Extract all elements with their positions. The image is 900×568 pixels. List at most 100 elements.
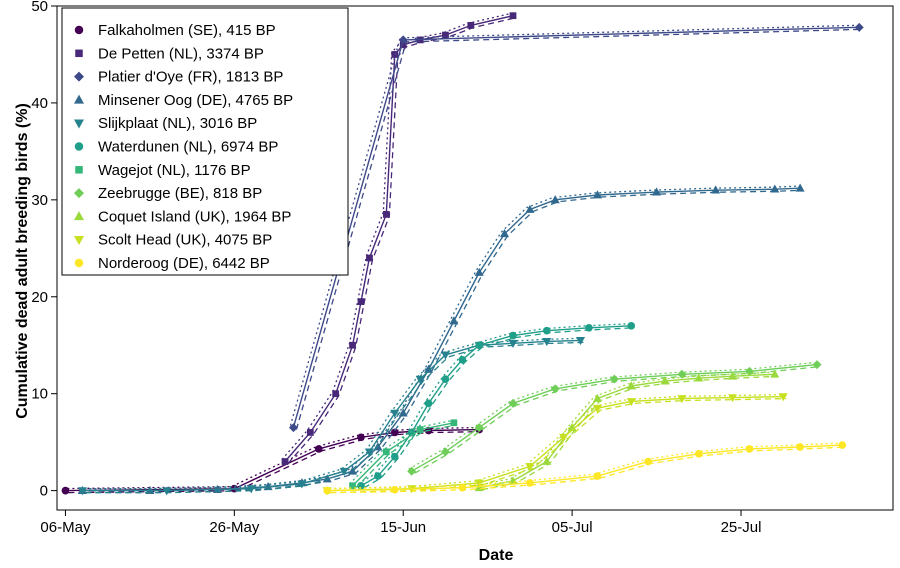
data-point xyxy=(770,184,780,193)
data-point xyxy=(694,449,703,458)
legend-marker xyxy=(75,49,83,58)
data-point xyxy=(364,448,374,457)
data-point xyxy=(382,211,390,218)
data-point xyxy=(592,393,602,402)
legend-label: Wagejot (NL), 1176 BP xyxy=(98,162,251,179)
data-point xyxy=(349,341,356,349)
series-fit-dotted xyxy=(324,393,781,490)
legend-marker xyxy=(75,166,83,174)
axes: 06-May 26-May 15-Jun 05-Jul 25-Jul 0 10 20 30 40 5… xyxy=(31,0,894,536)
data-point xyxy=(526,479,534,487)
data-point xyxy=(390,428,399,437)
data-point xyxy=(509,12,517,20)
data-point xyxy=(323,486,332,495)
data-point xyxy=(407,466,417,476)
x-tick-label: 25-Jul xyxy=(721,519,762,536)
data-point xyxy=(458,483,467,492)
data-point xyxy=(440,351,450,360)
data-point xyxy=(424,399,433,408)
data-point xyxy=(467,22,475,29)
series-fit-dashed xyxy=(363,327,635,489)
data-point xyxy=(357,298,365,305)
data-point xyxy=(525,204,535,213)
series-fit-dotted xyxy=(408,361,815,470)
data-point xyxy=(349,482,356,490)
legend-marker xyxy=(74,258,84,268)
data-point xyxy=(592,404,602,413)
x-tick-label: 15-Jun xyxy=(380,519,426,536)
data-point xyxy=(508,398,518,408)
legend-label: De Petten (NL), 3374 BP xyxy=(98,45,264,62)
data-point xyxy=(609,374,619,384)
data-point xyxy=(795,183,805,192)
series-6 xyxy=(349,419,458,490)
data-point xyxy=(508,476,518,485)
legend: Falkaholmen (SE), 415 BP De Petten (NL), … xyxy=(61,7,349,276)
data-point xyxy=(390,452,399,461)
data-point xyxy=(854,22,864,32)
data-point xyxy=(576,337,586,346)
data-point xyxy=(450,419,458,427)
series-fit-dotted xyxy=(324,442,840,490)
data-point xyxy=(391,51,399,58)
data-point xyxy=(592,190,602,199)
series-4 xyxy=(77,337,586,496)
data-point xyxy=(728,371,738,380)
data-point xyxy=(440,447,450,457)
data-point xyxy=(441,375,450,383)
series-fit-dashed xyxy=(414,365,821,474)
series-fit-dashed xyxy=(330,446,846,494)
data-point xyxy=(711,185,721,194)
data-point xyxy=(652,187,662,196)
series-2 xyxy=(288,22,864,433)
series-line xyxy=(65,428,480,492)
data-point xyxy=(374,472,382,480)
x-axis-title: Date xyxy=(479,547,514,564)
series-fit-dotted xyxy=(476,371,772,487)
data-point xyxy=(306,429,314,436)
legend-label: Slijkplaat (NL), 3016 BP xyxy=(98,115,257,132)
legend-label: Minsener Oog (DE), 4765 BP xyxy=(98,92,293,109)
data-point xyxy=(593,472,602,480)
series-line xyxy=(360,325,632,487)
data-point xyxy=(348,466,358,475)
data-point xyxy=(332,390,340,398)
series-line xyxy=(327,444,843,492)
series-10 xyxy=(323,441,847,495)
data-point xyxy=(627,322,636,330)
data-point xyxy=(500,229,510,238)
plot-area xyxy=(61,12,864,496)
y-tick-label: 40 xyxy=(31,95,48,112)
data-point xyxy=(559,433,569,443)
data-point xyxy=(474,267,484,276)
series-fit-dashed xyxy=(330,397,787,494)
data-point xyxy=(339,467,349,476)
data-point xyxy=(390,409,400,418)
legend-label: Zeebrugge (BE), 818 BP xyxy=(98,185,262,202)
data-point xyxy=(550,384,560,394)
data-point xyxy=(838,441,847,449)
data-point xyxy=(415,375,425,384)
data-point xyxy=(525,463,535,472)
data-point xyxy=(390,485,399,494)
data-point xyxy=(246,485,256,494)
data-point xyxy=(314,445,323,453)
data-point xyxy=(357,433,365,442)
x-tick-label: 26-May xyxy=(209,519,260,536)
data-point xyxy=(542,456,552,465)
data-point xyxy=(77,487,87,496)
data-point xyxy=(542,326,551,335)
series-1 xyxy=(281,12,517,465)
x-tick-label: 06-May xyxy=(40,519,91,536)
panel-border xyxy=(56,5,894,511)
series-fit-dashed xyxy=(85,341,584,494)
series-fit-dotted xyxy=(62,426,477,490)
data-point xyxy=(509,331,517,340)
data-point xyxy=(474,423,484,433)
data-point xyxy=(694,373,704,382)
data-point xyxy=(508,339,518,349)
data-point xyxy=(626,398,636,407)
data-point xyxy=(398,35,408,45)
series-fit-dashed xyxy=(482,375,778,491)
